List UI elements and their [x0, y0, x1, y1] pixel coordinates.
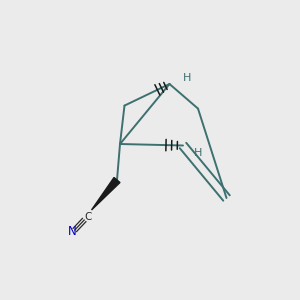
Text: H: H: [194, 148, 202, 158]
Text: C: C: [84, 212, 91, 222]
Text: H: H: [183, 73, 192, 83]
Polygon shape: [92, 178, 120, 210]
Text: N: N: [68, 225, 77, 238]
